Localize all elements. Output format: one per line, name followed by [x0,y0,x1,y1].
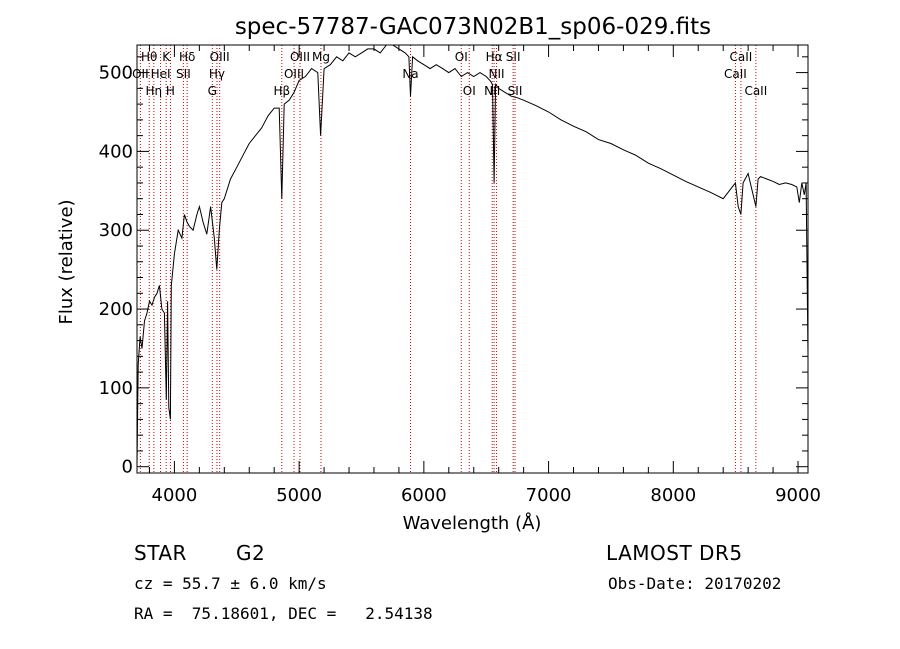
marker-label: OIII [290,50,310,64]
marker-label: CaII [729,50,752,64]
x-tick-label: 9000 [775,485,821,506]
marker-label: OIII [210,50,230,64]
marker-label: CaII [744,84,767,98]
marker-label: SII [508,84,523,98]
x-tick-label: 8000 [650,485,696,506]
marker-label: Hδ [179,50,195,64]
y-tick-label: 500 [99,63,133,84]
spectral-line-markers [139,45,757,473]
x-tick-label: 5000 [276,485,322,506]
y-tick-label: 400 [99,141,133,162]
marker-label: OI [455,50,468,64]
y-tick-label: 200 [99,299,133,320]
y-tick-label: 300 [99,220,133,241]
marker-label: OIII [284,67,304,81]
marker-label: Hα [486,50,503,64]
coordinates: RA = 75.18601, DEC = 2.54138 [134,604,433,623]
y-tick-label: 100 [99,378,133,399]
y-axis-label: Flux (relative) [56,199,77,324]
marker-label: HeI [151,67,171,81]
marker-label: Hη [146,84,163,98]
spectral-subclass: G2 [236,541,266,565]
x-tick-label: 6000 [401,485,447,506]
marker-label: Mg [312,50,330,64]
marker-label: Hγ [209,67,225,81]
marker-label: Na [402,67,418,81]
marker-label: Hβ [273,84,290,98]
marker-label: NII [489,67,505,81]
y-tick-label: 0 [122,457,133,478]
plot-frame [136,44,809,474]
marker-label: OII [132,67,149,81]
spectrum-line [136,44,809,467]
x-axis-label: Wavelength (Å) [403,512,542,534]
object-type: STAR [134,541,187,565]
marker-label: K [162,50,171,64]
x-tick-label: 7000 [526,485,572,506]
observation-date: Obs-Date: 20170202 [608,574,782,593]
x-axis: 4000 5000 6000 7000 8000 9000 [148,45,821,506]
marker-label: H [166,84,175,98]
marker-label: SII [176,67,191,81]
x-tick-label: 4000 [152,485,198,506]
chart-title: spec-57787-GAC073N02B1_sp06-029.fits [235,14,711,40]
y-axis: 0 100 200 300 400 500 [99,56,808,478]
marker-label: Hθ [141,50,157,64]
redshift-velocity: cz = 55.7 ± 6.0 km/s [134,574,327,593]
marker-label: OI [463,84,476,98]
survey-name: LAMOST DR5 [606,541,743,565]
marker-label: G [208,84,217,98]
marker-label: CaII [724,67,747,81]
marker-label: SII [506,50,521,64]
